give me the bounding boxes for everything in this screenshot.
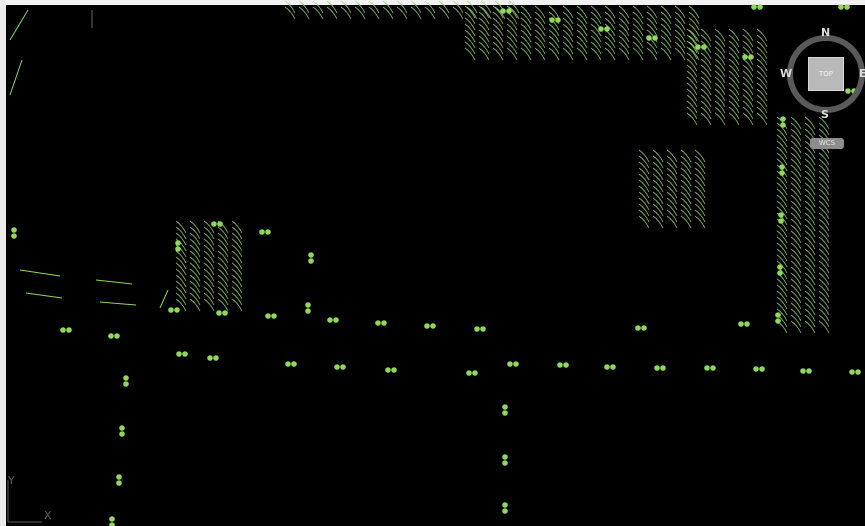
compass-ring[interactable] (786, 28, 865, 138)
polyline (95, 279, 133, 285)
ucs-x-label: X (44, 509, 52, 522)
plant-symbol[interactable] (119, 425, 125, 437)
plant-symbol[interactable] (557, 362, 569, 368)
plant-symbol[interactable] (502, 502, 508, 514)
groundcover-hatch (175, 220, 243, 312)
plant-symbol[interactable] (216, 310, 228, 316)
polyline (9, 9, 29, 41)
plant-symbol[interactable] (838, 4, 850, 10)
plant-symbol[interactable] (474, 326, 486, 332)
polyline (25, 292, 63, 299)
polyline (159, 289, 169, 309)
wcs-menu-button[interactable]: WCS (810, 138, 844, 149)
window-edge (0, 0, 6, 526)
plant-symbol[interactable] (779, 164, 785, 176)
plant-symbol[interactable] (604, 364, 616, 370)
plant-symbol[interactable] (308, 252, 314, 264)
viewcube-top-face[interactable]: TOP (808, 57, 844, 91)
plant-symbol[interactable] (778, 212, 784, 224)
groundcover-hatch (464, 5, 700, 61)
compass-west-label[interactable]: W (780, 67, 793, 80)
plant-symbol[interactable] (211, 221, 223, 227)
groundcover-hatch-layer (175, 0, 830, 334)
plant-symbol[interactable] (207, 355, 219, 361)
plant-symbol[interactable] (549, 17, 561, 23)
plant-symbol[interactable] (11, 227, 17, 239)
ucs-y-label: Y (8, 474, 15, 487)
ucs-axis-icon (7, 480, 42, 523)
plant-symbol[interactable] (646, 35, 658, 41)
plant-symbol[interactable] (742, 54, 754, 60)
plant-symbol[interactable] (60, 327, 72, 333)
groundcover-hatch (638, 149, 706, 229)
plant-symbol[interactable] (285, 361, 297, 367)
plant-symbol[interactable] (502, 454, 508, 466)
polyline (19, 269, 61, 277)
plant-symbol[interactable] (502, 404, 508, 416)
plant-symbol[interactable] (109, 516, 115, 526)
plant-symbol[interactable] (327, 317, 339, 323)
plant-symbol[interactable] (385, 367, 397, 373)
compass-north-label[interactable]: N (821, 26, 831, 39)
plant-symbol[interactable] (116, 474, 122, 486)
plant-symbol[interactable] (123, 375, 129, 387)
compass-east-label[interactable]: E (859, 67, 865, 80)
plant-symbol[interactable] (500, 8, 512, 14)
polyline (99, 301, 137, 306)
ribbon-edge (0, 0, 865, 5)
plant-symbol[interactable] (305, 302, 311, 314)
plant-symbol[interactable] (751, 4, 763, 10)
plant-symbol[interactable] (777, 264, 783, 276)
plant-symbol[interactable] (259, 229, 271, 235)
plant-symbol[interactable] (704, 365, 716, 371)
plant-symbol[interactable] (849, 369, 861, 375)
plant-symbol[interactable] (176, 351, 188, 357)
plant-symbol[interactable] (334, 364, 346, 370)
plant-symbol[interactable] (466, 370, 478, 376)
plant-symbol[interactable] (168, 307, 180, 313)
plant-symbol[interactable] (375, 320, 387, 326)
linework-layer (9, 9, 169, 309)
polyline (9, 59, 23, 96)
compass-south-label[interactable]: S (821, 108, 829, 121)
plant-symbol[interactable] (635, 325, 647, 331)
groundcover-hatch (776, 116, 830, 334)
plant-symbol[interactable] (780, 116, 786, 128)
plant-symbol[interactable] (800, 368, 812, 374)
plant-symbol[interactable] (175, 240, 181, 252)
plant-symbol[interactable] (424, 323, 436, 329)
plant-symbol[interactable] (738, 321, 750, 327)
plant-symbol[interactable] (775, 312, 781, 324)
plant-symbol[interactable] (108, 333, 120, 339)
plant-symbol[interactable] (753, 366, 765, 372)
plant-symbol[interactable] (598, 26, 610, 32)
groundcover-hatch (686, 28, 768, 126)
plant-symbol[interactable] (507, 361, 519, 367)
plant-symbol[interactable] (695, 44, 707, 50)
plant-symbols-layer[interactable] (11, 4, 861, 526)
plant-symbol[interactable] (265, 313, 277, 319)
plant-symbol[interactable] (654, 365, 666, 371)
